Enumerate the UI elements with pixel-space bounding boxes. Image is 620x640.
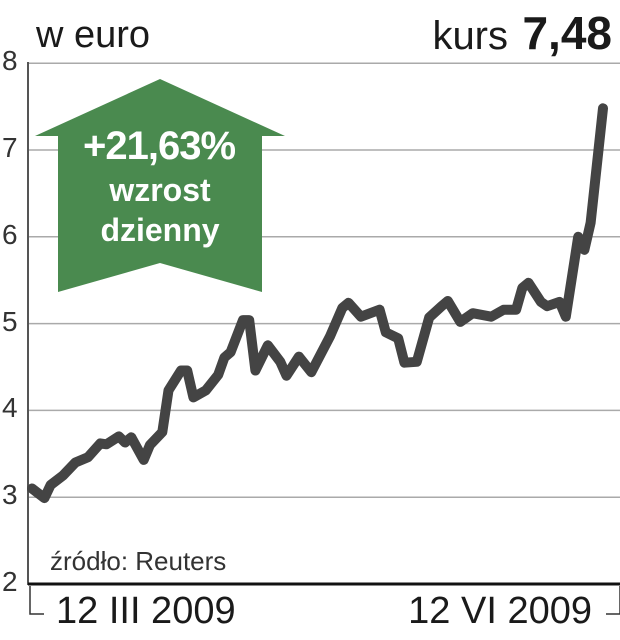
y-tick-label: 7 bbox=[2, 132, 18, 163]
headline-label: kurs bbox=[432, 14, 509, 58]
x-tick-label-start: 12 III 2009 bbox=[56, 590, 236, 632]
y-tick-label: 5 bbox=[2, 305, 18, 337]
up-arrow-annotation bbox=[35, 79, 285, 292]
annotation-line2: dzienny bbox=[100, 212, 220, 248]
x-tick-bracket-start bbox=[29, 586, 44, 615]
annotation-change: +21,63% bbox=[82, 124, 236, 168]
source-note: źródło: Reuters bbox=[50, 546, 227, 576]
y-tick-label: 3 bbox=[2, 479, 18, 511]
headline: kurs 7,48 bbox=[432, 6, 612, 60]
series-points bbox=[31, 108, 604, 499]
annotation-line1: wzrost bbox=[109, 172, 211, 208]
x-tick-label-end: 12 VI 2009 bbox=[408, 590, 592, 632]
unit-label: w euro bbox=[36, 14, 151, 56]
y-tick-label: 6 bbox=[2, 218, 18, 250]
y-tick-label: 2 bbox=[2, 566, 18, 597]
headline-value: 7,48 bbox=[522, 7, 612, 59]
x-tick-bracket-end bbox=[606, 586, 620, 615]
y-tick-label: 4 bbox=[2, 392, 18, 424]
y-tick-label: 8 bbox=[2, 45, 18, 77]
